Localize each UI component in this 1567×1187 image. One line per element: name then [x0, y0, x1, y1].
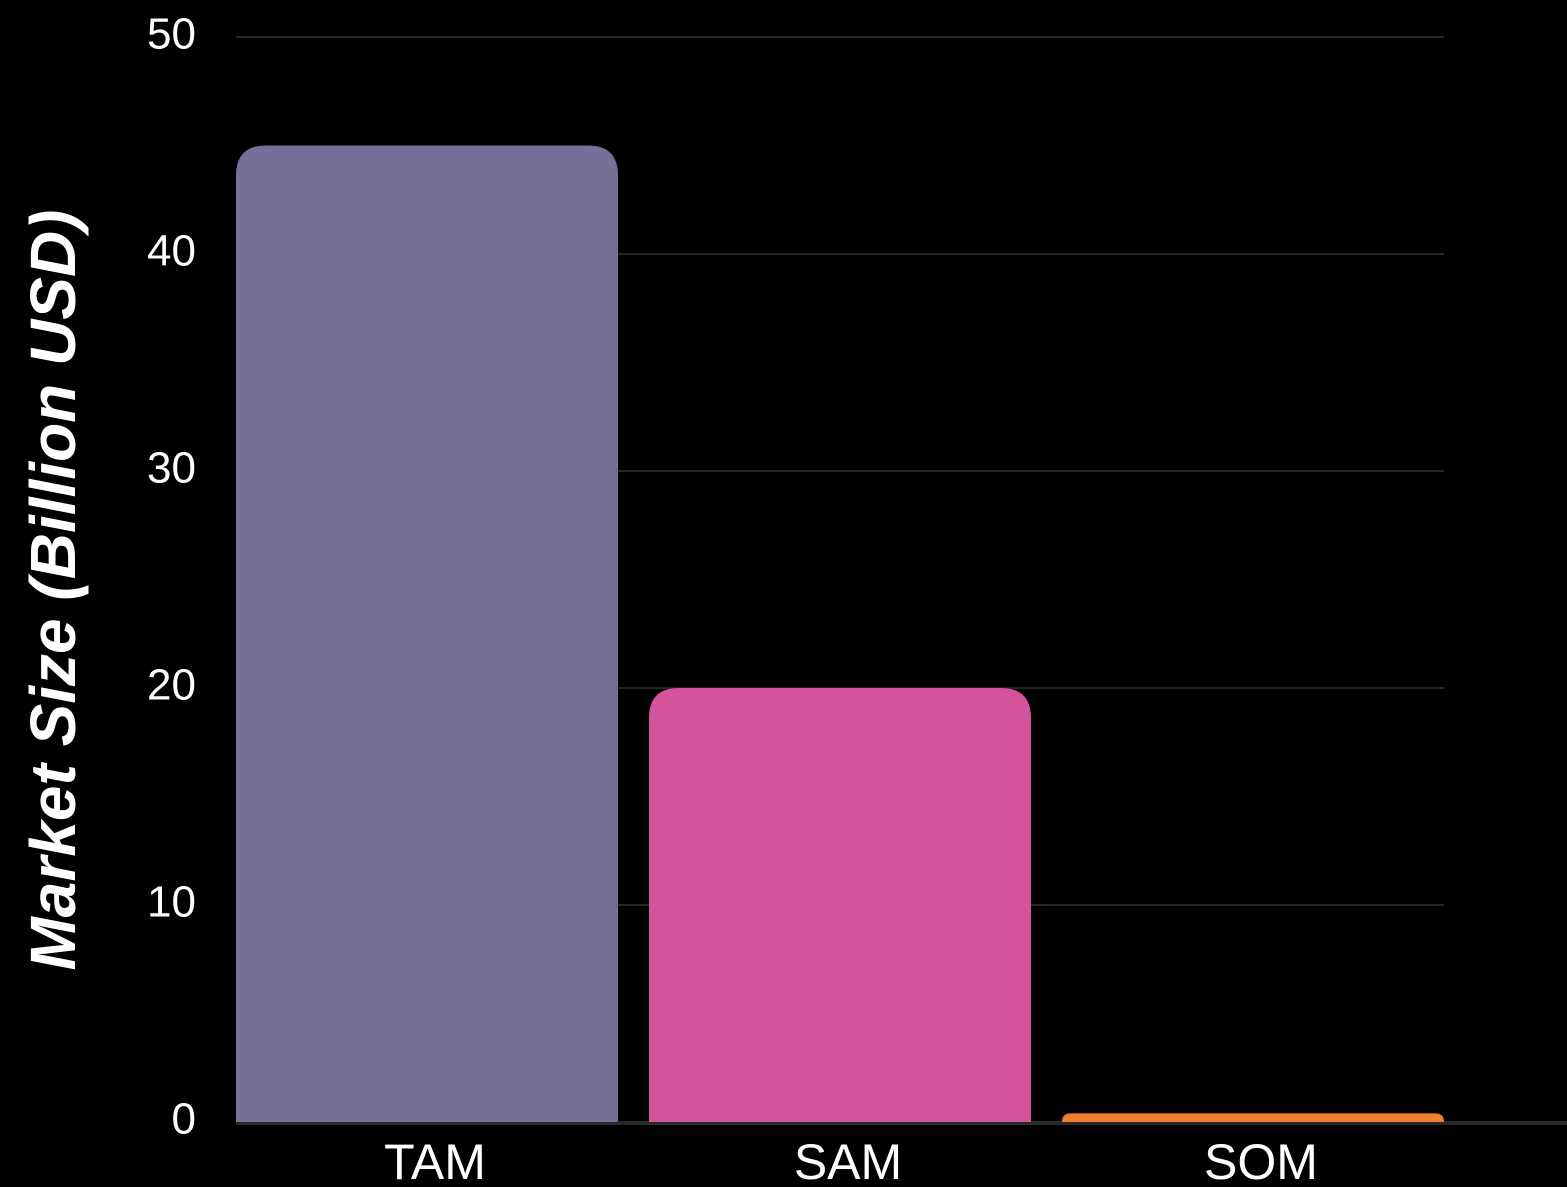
x-tick-label: TAM [384, 1134, 486, 1187]
y-tick-label: 40 [147, 227, 196, 276]
y-tick-label: 20 [147, 661, 196, 710]
y-tick-label: 30 [147, 444, 196, 493]
y-tick-label: 0 [172, 1095, 196, 1144]
y-axis-label: Market Size (Billion USD) [17, 210, 89, 971]
x-tick-label: SAM [794, 1134, 902, 1187]
bar [1062, 1113, 1444, 1122]
x-tick-label: SOM [1204, 1134, 1318, 1187]
bar [236, 145, 618, 1122]
y-tick-label: 10 [147, 878, 196, 927]
bar [649, 688, 1031, 1122]
y-tick-label: 50 [147, 10, 196, 59]
